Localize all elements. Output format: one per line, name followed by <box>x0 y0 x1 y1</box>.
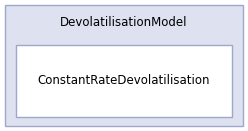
FancyBboxPatch shape <box>16 45 232 117</box>
Text: ConstantRateDevolatilisation: ConstantRateDevolatilisation <box>38 75 210 88</box>
FancyBboxPatch shape <box>5 5 243 126</box>
Text: DevolatilisationModel: DevolatilisationModel <box>60 17 188 29</box>
